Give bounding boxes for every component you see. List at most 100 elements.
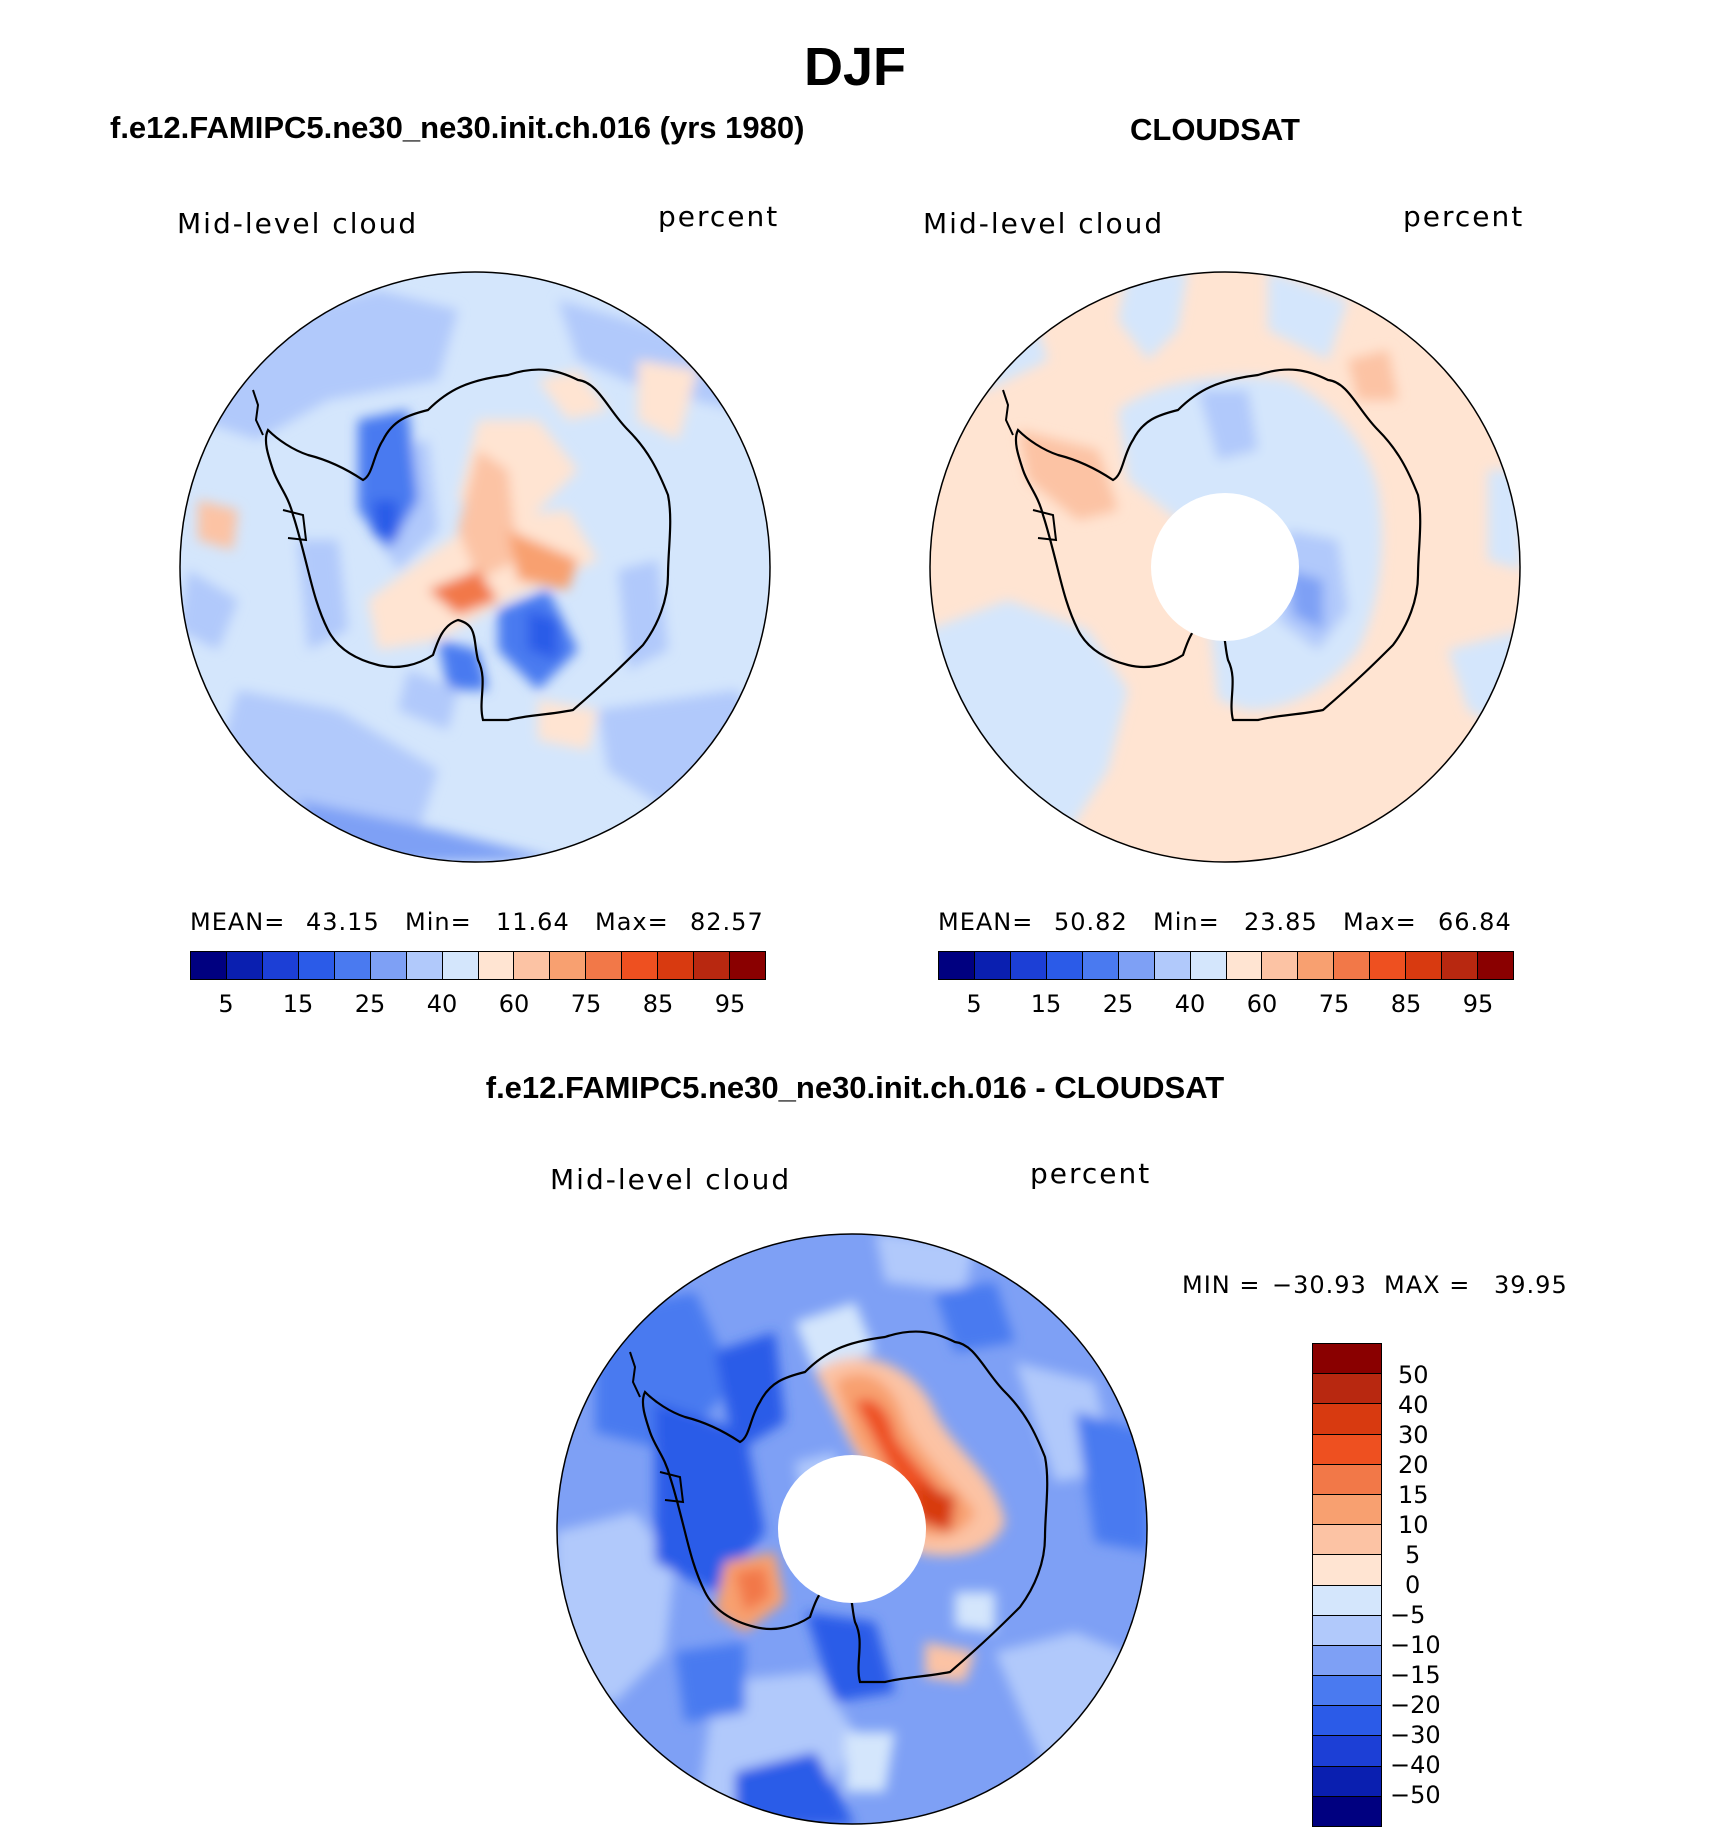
p1-variable-label: Mid-level cloud bbox=[177, 207, 419, 240]
p2-colorbar-swatch bbox=[1478, 952, 1513, 979]
p2-map-border bbox=[929, 271, 1521, 863]
p3-min-label: MIN = bbox=[1182, 1271, 1261, 1299]
p3-colorbar-swatch bbox=[1313, 1766, 1381, 1797]
p3-field-patch bbox=[805, 1612, 895, 1702]
p3-colorbar-swatch bbox=[1313, 1525, 1381, 1556]
p2-colorbar-tick: 60 bbox=[1246, 990, 1278, 1018]
p2-peninsula-islands bbox=[1002, 389, 1014, 436]
p3-field-patch bbox=[935, 1282, 1015, 1352]
p3-colorbar-swatch bbox=[1313, 1494, 1381, 1526]
p1-colorbar-tick: 5 bbox=[218, 990, 234, 1018]
p2-colorbar-swatch bbox=[1370, 952, 1407, 979]
p3-polar-data-gap bbox=[778, 1455, 926, 1603]
p1-colorbar-swatch bbox=[730, 952, 765, 979]
p3-colorbar-tick: 50 bbox=[1398, 1361, 1429, 1389]
p3-colorbar-swatch bbox=[1313, 1585, 1381, 1616]
p3-map-border bbox=[556, 1233, 1148, 1825]
left-panel-title: f.e12.FAMIPC5.ne30_ne30.init.ch.016 (yrs… bbox=[110, 110, 805, 145]
p2-polar-map bbox=[929, 271, 1521, 863]
p1-field-patch bbox=[528, 610, 558, 660]
p2-colorbar-tick: 75 bbox=[1318, 990, 1350, 1018]
p3-colorbar-tick: −40 bbox=[1390, 1751, 1441, 1779]
p1-colorbar-swatch bbox=[478, 952, 515, 979]
p3-colorbar-tick: 15 bbox=[1398, 1481, 1429, 1509]
p1-field-patch bbox=[618, 560, 668, 670]
p2-colorbar-swatch bbox=[1442, 952, 1479, 979]
p3-colorbar-tick: 5 bbox=[1405, 1541, 1421, 1569]
p1-colorbar-swatch bbox=[514, 952, 551, 979]
p2-colorbar-swatch bbox=[1190, 952, 1227, 979]
p1-colorbar-tick: 40 bbox=[426, 990, 458, 1018]
p2-colorbar-swatch bbox=[1406, 952, 1443, 979]
p1-colorbar-swatch bbox=[370, 952, 407, 979]
p1-colorbar-tick: 85 bbox=[642, 990, 674, 1018]
p3-colorbar-swatch bbox=[1313, 1374, 1381, 1405]
p1-mean-value: 43.15 bbox=[306, 908, 380, 936]
p3-colorbar-tick: −50 bbox=[1390, 1781, 1441, 1809]
p1-colorbar-swatch bbox=[226, 952, 263, 979]
p1-field-patch bbox=[298, 540, 348, 650]
p2-mean-value: 50.82 bbox=[1054, 908, 1128, 936]
p3-colorbar-swatch bbox=[1313, 1736, 1381, 1767]
p2-colorbar-swatch bbox=[1082, 952, 1119, 979]
p1-colorbar-swatch bbox=[658, 952, 695, 979]
p2-colorbar-swatch bbox=[1046, 952, 1083, 979]
p1-colorbar-swatch bbox=[694, 952, 731, 979]
p3-field-patch bbox=[675, 1642, 745, 1722]
p1-colorbar-swatch bbox=[550, 952, 587, 979]
p1-mean-label: MEAN= bbox=[190, 908, 286, 936]
p2-colorbar bbox=[938, 951, 1514, 980]
p1-colorbar-swatch bbox=[586, 952, 623, 979]
p3-field-patch bbox=[715, 1332, 785, 1452]
p1-coast-inlet bbox=[282, 509, 308, 542]
p1-colorbar-swatch bbox=[442, 952, 479, 979]
p1-field-patch bbox=[508, 530, 578, 590]
p2-coast-inlet bbox=[1032, 509, 1058, 542]
p3-colorbar-swatch bbox=[1313, 1706, 1381, 1737]
p3-colorbar-swatch bbox=[1313, 1796, 1381, 1826]
p3-colorbar bbox=[1312, 1343, 1382, 1827]
p2-units-label: percent bbox=[1403, 200, 1525, 233]
p3-colorbar-swatch bbox=[1313, 1676, 1381, 1707]
p3-colorbar-swatch bbox=[1313, 1615, 1381, 1646]
p1-min-label: Min= bbox=[405, 908, 472, 936]
p3-coast-inlet bbox=[659, 1471, 685, 1504]
p3-max-value: 39.95 bbox=[1494, 1271, 1568, 1299]
p2-colorbar-swatch bbox=[939, 952, 975, 979]
p1-colorbar-tick: 25 bbox=[354, 990, 386, 1018]
p1-map-border bbox=[179, 271, 771, 863]
p2-field-patch bbox=[1018, 430, 1118, 520]
figure-season-title: DJF bbox=[803, 37, 906, 97]
p3-field-patch bbox=[1075, 1412, 1147, 1552]
p1-field-patch bbox=[398, 670, 458, 730]
p1-max-label: Max= bbox=[595, 908, 669, 936]
p2-colorbar-tick: 95 bbox=[1462, 990, 1494, 1018]
p3-field-patch bbox=[795, 1302, 875, 1372]
p2-field-patch bbox=[1118, 272, 1188, 360]
p3-colorbar-swatch bbox=[1313, 1645, 1381, 1677]
p2-colorbar-swatch bbox=[1262, 952, 1299, 979]
p2-mean-label: MEAN= bbox=[938, 908, 1034, 936]
p1-colorbar-swatch bbox=[334, 952, 371, 979]
p3-polar-map bbox=[556, 1233, 1148, 1825]
p1-colorbar bbox=[190, 951, 766, 980]
p2-max-value: 66.84 bbox=[1438, 908, 1512, 936]
p2-max-label: Max= bbox=[1343, 908, 1417, 936]
p1-field-patch bbox=[458, 450, 518, 580]
p3-colorbar-tick: −30 bbox=[1390, 1721, 1441, 1749]
p2-polar-data-gap bbox=[1151, 493, 1299, 641]
p2-colorbar-swatch bbox=[1226, 952, 1263, 979]
p3-colorbar-swatch bbox=[1313, 1555, 1381, 1586]
p2-colorbar-swatch bbox=[1118, 952, 1155, 979]
p1-field-patch bbox=[180, 570, 238, 650]
p3-units-label: percent bbox=[1030, 1157, 1152, 1190]
p2-field-patch bbox=[1268, 272, 1348, 360]
p2-colorbar-tick: 15 bbox=[1030, 990, 1062, 1018]
p1-field-patch bbox=[198, 500, 238, 550]
p3-colorbar-tick: −20 bbox=[1390, 1691, 1441, 1719]
p3-colorbar-tick: −15 bbox=[1390, 1661, 1441, 1689]
p3-colorbar-swatch bbox=[1313, 1434, 1381, 1465]
p3-max-label: MAX = bbox=[1384, 1271, 1471, 1299]
p2-colorbar-swatch bbox=[1298, 952, 1335, 979]
p3-min-value: −30.93 bbox=[1272, 1271, 1367, 1299]
